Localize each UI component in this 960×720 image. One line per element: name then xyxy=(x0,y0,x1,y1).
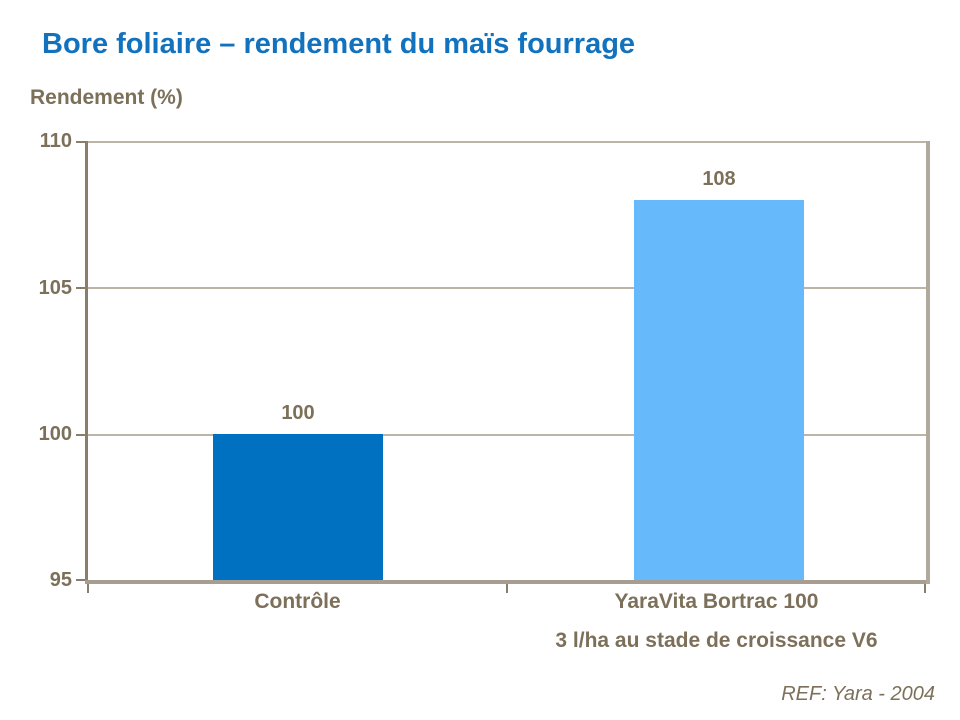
bar-controle xyxy=(213,434,383,580)
gridline-110 xyxy=(88,141,926,143)
bar-group-yaravita: 108 xyxy=(634,141,804,580)
category-label-controle: Contrôle xyxy=(88,589,507,615)
x-tick-mark-left xyxy=(87,584,89,593)
chart-title: Bore foliaire – rendement du maïs fourra… xyxy=(42,28,636,60)
y-tick-label-100: 100 xyxy=(38,423,72,445)
y-axis-title: Rendement (%) xyxy=(30,86,183,109)
bar-value-label-controle: 100 xyxy=(281,402,315,424)
y-axis-line xyxy=(85,141,88,582)
y-tick-mark-105 xyxy=(76,287,85,289)
reference-text: REF: Yara - 2004 xyxy=(781,683,935,705)
y-tick-label-105: 105 xyxy=(38,277,72,299)
x-tick-mark-right xyxy=(924,584,926,593)
gridline-100 xyxy=(88,434,926,436)
x-tick-mark-middle xyxy=(506,584,508,593)
category-label-controle-text: Contrôle xyxy=(254,590,341,613)
plot-area: 100 108 xyxy=(76,141,930,593)
y-tick-mark-95 xyxy=(76,579,85,581)
bar-group-controle: 100 xyxy=(213,141,383,580)
category-label-yaravita: YaraVita Bortrac 100 3 l/ha au stade de … xyxy=(507,589,926,654)
plot-right-border xyxy=(926,141,930,584)
y-tick-mark-110 xyxy=(76,141,85,143)
category-label-yaravita-text: YaraVita Bortrac 100 xyxy=(614,590,819,613)
bar-value-label-yaravita: 108 xyxy=(702,168,736,190)
y-tick-label-110: 110 xyxy=(39,130,72,152)
y-tick-mark-100 xyxy=(76,434,85,436)
gridline-105 xyxy=(88,287,926,289)
y-tick-label-95: 95 xyxy=(49,569,72,591)
category-sublabel-yaravita-text: 3 l/ha au stade de croissance V6 xyxy=(555,629,878,652)
x-axis-line xyxy=(85,580,930,584)
bar-yaravita xyxy=(634,200,804,580)
